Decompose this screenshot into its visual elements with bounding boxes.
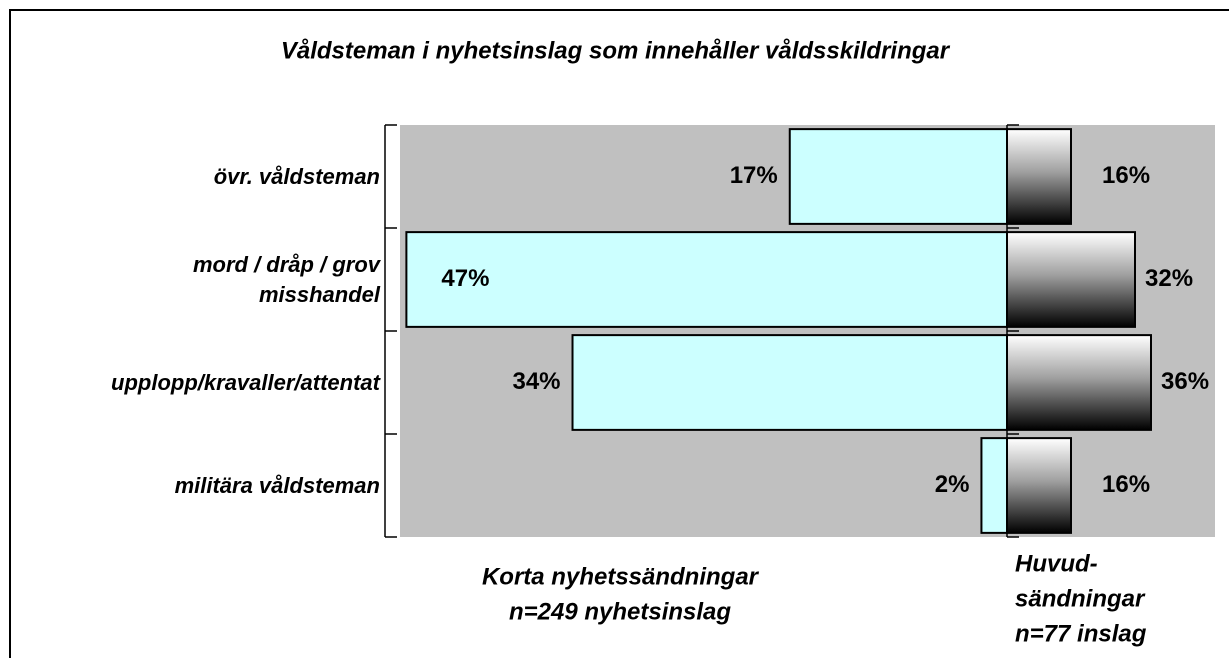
category-label: övr. våldsteman xyxy=(110,125,380,228)
value-label: 16% xyxy=(1102,162,1150,189)
value-label: 2% xyxy=(935,471,970,498)
frame xyxy=(9,9,1229,658)
legend-label: Huvud- xyxy=(1015,550,1098,577)
legend-label: Korta nyhetssändningar xyxy=(482,563,760,590)
value-label: 32% xyxy=(1145,265,1193,292)
legend-label: n=249 nyhetsinslag xyxy=(509,598,731,625)
value-label: 34% xyxy=(512,368,560,395)
bar xyxy=(1006,128,1072,225)
category-text: övr. våldsteman xyxy=(213,163,380,189)
category-label: upplopp/kravaller/attentat xyxy=(110,331,380,434)
legend-label: sändningar xyxy=(1015,585,1146,612)
bar xyxy=(980,437,1008,534)
category-label: militära våldsteman xyxy=(110,434,380,537)
category-label: mord / dråp / grov misshandel xyxy=(110,228,380,331)
value-label: 47% xyxy=(441,265,489,292)
bar xyxy=(1006,231,1136,328)
value-label: 17% xyxy=(730,162,778,189)
bar xyxy=(1006,437,1072,534)
chart-title: Våldsteman i nyhetsinslag som innehåller… xyxy=(281,37,951,64)
category-text: mord / dråp / grov misshandel xyxy=(192,251,380,307)
category-text: militära våldsteman xyxy=(174,472,380,498)
bar xyxy=(1006,334,1152,431)
value-label: 16% xyxy=(1102,471,1150,498)
category-text: upplopp/kravaller/attentat xyxy=(111,369,380,395)
legend-label: n=77 inslag xyxy=(1015,620,1147,647)
value-label: 36% xyxy=(1161,368,1209,395)
bar xyxy=(571,334,1009,431)
bar xyxy=(405,231,1008,328)
bar xyxy=(788,128,1008,225)
